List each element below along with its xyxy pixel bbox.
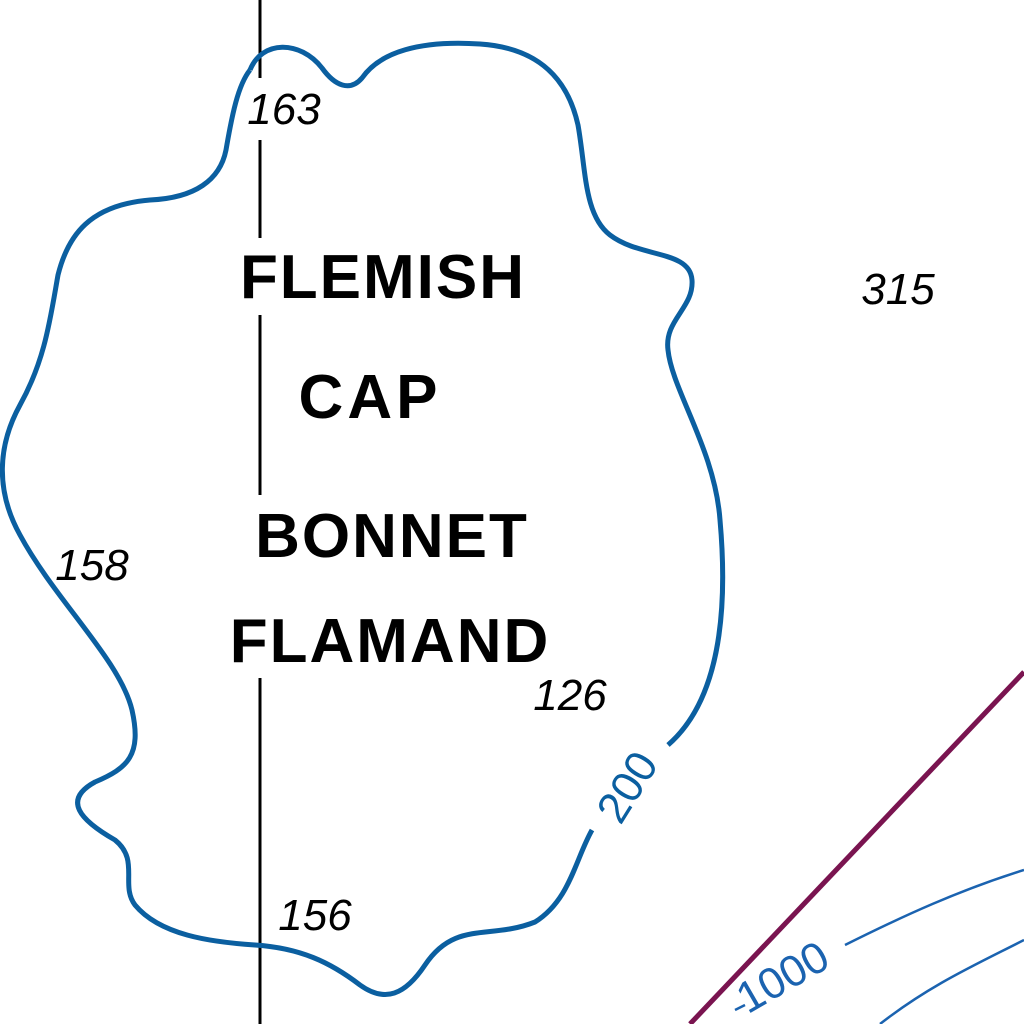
boundary-line (688, 670, 1024, 1024)
sounding-156: 156 (278, 891, 352, 940)
sounding-158: 158 (55, 541, 129, 590)
depth-contour-1000-lower (879, 938, 1024, 1024)
place-name-flemish: FLEMISH (240, 243, 526, 312)
depth-contour-200-south (0, 68, 595, 997)
place-name-cap: CAP (299, 363, 442, 432)
place-name-bonnet: BONNET (255, 502, 529, 571)
contour-label-1000: 1000 (728, 932, 837, 1023)
depth-contour-1000-tail (734, 1003, 746, 1012)
sounding-315: 315 (861, 265, 935, 314)
depth-contour-1000 (844, 868, 1024, 947)
contour-label-200: 200 (587, 743, 667, 831)
depth-contour-200 (247, 40, 726, 747)
sounding-126: 126 (533, 671, 607, 720)
place-name-flamand: FLAMAND (230, 607, 551, 676)
sounding-163: 163 (247, 85, 321, 134)
